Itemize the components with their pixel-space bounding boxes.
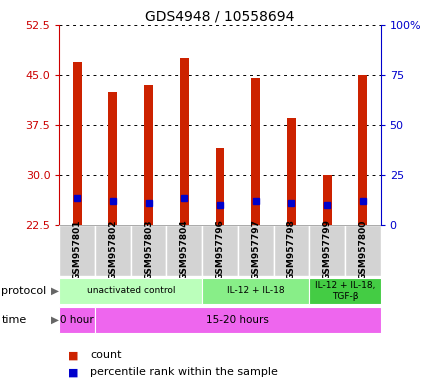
Text: GSM957798: GSM957798	[287, 219, 296, 280]
Bar	[73, 61, 82, 225]
Text: IL-12 + IL-18,
TGF-β: IL-12 + IL-18, TGF-β	[315, 281, 375, 301]
Text: IL-12 + IL-18: IL-12 + IL-18	[227, 286, 285, 295]
Text: GSM957803: GSM957803	[144, 219, 153, 280]
Bar	[109, 91, 117, 225]
Text: 15-20 hours: 15-20 hours	[206, 314, 269, 325]
Bar	[180, 58, 189, 225]
Text: time: time	[1, 315, 26, 325]
Title: GDS4948 / 10558694: GDS4948 / 10558694	[145, 10, 295, 24]
Text: GSM957801: GSM957801	[73, 219, 82, 280]
Text: ▶: ▶	[51, 315, 59, 325]
Text: GSM957796: GSM957796	[216, 219, 224, 280]
Bar	[274, 225, 309, 276]
Text: percentile rank within the sample: percentile rank within the sample	[90, 367, 278, 377]
Text: ■: ■	[68, 350, 79, 360]
Text: GSM957804: GSM957804	[180, 219, 189, 280]
Bar	[144, 85, 153, 225]
Text: 0 hour: 0 hour	[60, 314, 94, 325]
Bar	[131, 225, 166, 276]
Bar	[95, 225, 131, 276]
Bar	[59, 307, 95, 333]
Text: GSM957802: GSM957802	[108, 219, 117, 280]
Bar	[202, 225, 238, 276]
Text: GSM957799: GSM957799	[323, 219, 332, 280]
Bar	[202, 278, 309, 304]
Bar	[238, 225, 274, 276]
Bar	[358, 75, 367, 225]
Text: ▶: ▶	[51, 286, 59, 296]
Bar	[166, 225, 202, 276]
Bar	[287, 118, 296, 225]
Bar	[309, 278, 381, 304]
Bar	[323, 175, 331, 225]
Bar	[309, 225, 345, 276]
Text: GSM957800: GSM957800	[358, 219, 367, 280]
Text: GSM957797: GSM957797	[251, 219, 260, 280]
Text: ■: ■	[68, 367, 79, 377]
Bar	[251, 78, 260, 225]
Text: count: count	[90, 350, 122, 360]
Bar	[95, 307, 381, 333]
Bar	[59, 278, 202, 304]
Text: unactivated control: unactivated control	[87, 286, 175, 295]
Bar	[216, 148, 224, 225]
Text: protocol: protocol	[1, 286, 47, 296]
Bar	[345, 225, 381, 276]
Bar	[59, 225, 95, 276]
